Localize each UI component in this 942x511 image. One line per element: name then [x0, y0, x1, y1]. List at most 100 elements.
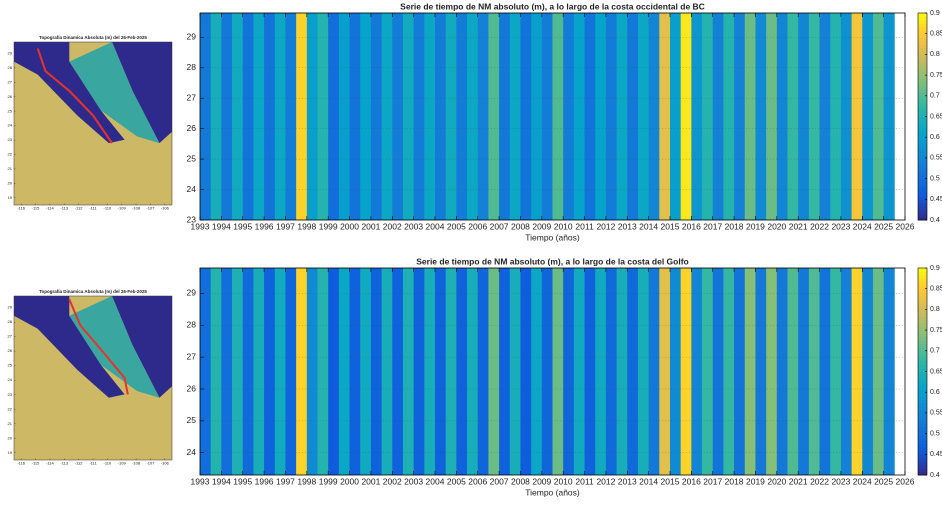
colorbar-swatch: [918, 33, 927, 38]
x-tick-label: 2023: [831, 476, 850, 486]
colorbar-tick-label: 0.55: [930, 410, 942, 417]
heatmap-cell: [370, 268, 382, 475]
heatmap-cell: [445, 268, 457, 475]
colorbar-swatch: [918, 54, 927, 59]
heatmap-cell: [563, 13, 575, 220]
map-y-tick-label: 22: [8, 406, 13, 411]
heatmap-cell: [200, 268, 212, 475]
map-y-tick-label: 19: [8, 450, 13, 455]
x-tick-label: 2026: [896, 221, 915, 231]
colorbar-tick-label: 0.9: [930, 265, 940, 272]
colorbar-swatch: [918, 106, 927, 111]
x-tick-label: 2008: [511, 221, 530, 231]
map-x-tick-label: -109: [118, 461, 127, 466]
heatmap-cell: [402, 13, 415, 220]
x-tick-label: 2002: [383, 476, 402, 486]
colorbar-swatch: [918, 440, 927, 445]
colorbar-swatch: [918, 137, 927, 142]
colorbar-tick-label: 0.5: [930, 430, 940, 437]
colorbar-swatch: [918, 171, 927, 176]
colorbar-tick-label: 0.85: [930, 286, 942, 293]
map-y-tick-label: 29: [8, 51, 13, 56]
colorbar-swatch: [918, 47, 927, 52]
y-tick-label: 24: [187, 447, 197, 457]
x-tick-label: 2019: [746, 221, 765, 231]
map-x-tick-label: -106: [161, 461, 170, 466]
colorbar-swatch: [918, 319, 927, 324]
x-tick-label: 2025: [874, 476, 893, 486]
colorbar-tick-label: 0.6: [930, 134, 940, 141]
map-y-tick-label: 22: [8, 152, 13, 157]
map-x-tick-label: -106: [161, 206, 170, 211]
map-coastline: [68, 298, 129, 395]
heatmap-cell: [787, 268, 799, 475]
x-tick-label: 2013: [618, 476, 637, 486]
heatmap-cell: [637, 268, 650, 475]
heatmap-cell: [360, 13, 372, 220]
map-y-tick-label: 23: [8, 137, 13, 142]
heatmap-cell: [670, 268, 682, 475]
heatmap-cell: [798, 268, 810, 475]
heatmap-cell: [435, 268, 447, 475]
heatmap-cell: [328, 13, 340, 220]
map-gulf-water: [69, 42, 160, 144]
heatmap-cell: [755, 268, 767, 475]
colorbar-swatch: [918, 116, 927, 121]
heatmap-cell: [221, 13, 233, 220]
colorbar-swatch: [918, 147, 927, 152]
heatmap-cell: [285, 268, 297, 475]
x-tick-label: 2005: [447, 476, 466, 486]
map-y-tick-label: 20: [8, 435, 13, 440]
heatmap-cell: [552, 268, 564, 475]
colorbar-swatch: [918, 312, 927, 317]
x-tick-label: 2006: [468, 221, 487, 231]
colorbar-swatch: [918, 430, 927, 435]
colorbar-swatch: [918, 471, 927, 476]
colorbar-swatch: [918, 213, 927, 218]
colorbar-swatch: [918, 281, 927, 286]
heatmap-cell: [349, 13, 361, 220]
colorbar-tick-label: 0.7: [930, 93, 940, 100]
colorbar-swatch: [918, 195, 927, 200]
heatmap-cell: [616, 268, 628, 475]
heatmap-cell: [531, 268, 543, 475]
heatmap-cell: [488, 13, 500, 220]
colorbar-swatch: [918, 343, 927, 348]
x-tick-label: 1999: [319, 221, 338, 231]
x-tick-label: 1996: [255, 221, 274, 231]
x-tick-label: 1994: [212, 221, 231, 231]
colorbar-swatch: [918, 443, 927, 448]
x-tick-label: 2016: [682, 476, 701, 486]
x-tick-label: 2009: [532, 221, 551, 231]
colorbar-swatch: [918, 50, 927, 55]
heatmap-cell: [253, 268, 265, 475]
map-x-tick-label: -112: [75, 206, 83, 211]
map-y-tick-label: 21: [8, 421, 13, 426]
x-tick-label: 2019: [746, 476, 765, 486]
colorbar-swatch: [918, 123, 927, 128]
heatmap-cell: [509, 13, 521, 220]
colorbar-swatch: [918, 340, 927, 345]
colorbar-swatch: [918, 92, 927, 97]
heatmap-cell: [338, 13, 350, 220]
heatmap-cell: [648, 268, 660, 475]
heatmap-cell: [755, 13, 767, 220]
map-y-tick-label: 27: [8, 334, 13, 339]
x-tick-label: 2011: [575, 221, 594, 231]
x-tick-label: 2012: [596, 221, 615, 231]
chart-title: Serie de tiempo de NM absoluto (m), a lo…: [416, 256, 689, 266]
heatmap-cells: [200, 13, 895, 220]
colorbar-swatch: [918, 151, 927, 155]
x-tick-label: 2010: [554, 221, 573, 231]
x-tick-label: 2006: [468, 476, 487, 486]
colorbar-tick-label: 0.9: [930, 10, 940, 17]
heatmap-cell: [520, 13, 532, 220]
colorbar-swatch: [918, 154, 927, 159]
map-y-tick-label: 19: [8, 195, 13, 200]
x-tick-label: 1994: [212, 476, 231, 486]
heatmap-cell: [541, 268, 553, 475]
map-x-tick-label: -108: [132, 206, 141, 211]
colorbar-swatch: [918, 316, 927, 321]
heatmap-cell: [776, 13, 788, 220]
map-x-tick-label: -114: [46, 206, 54, 211]
